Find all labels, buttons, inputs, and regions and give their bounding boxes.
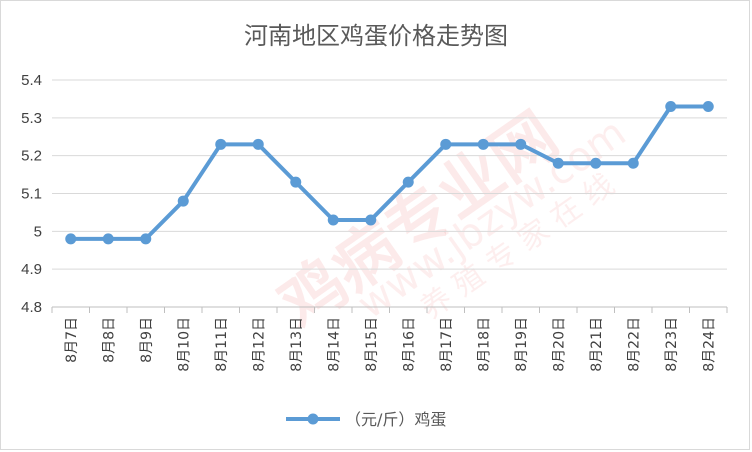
x-tick-label: 8月23日 [664,317,680,372]
data-point [215,138,227,150]
x-tick-label: 8月19日 [514,317,530,372]
data-point [402,176,414,188]
data-point [627,157,639,169]
y-tick-label: 4.9 [21,261,42,278]
data-point [252,138,264,150]
x-tick-label: 8月21日 [589,317,605,372]
data-point [477,138,489,150]
data-point [590,157,602,169]
data-point [327,214,339,226]
x-tick-label: 8月10日 [176,317,192,372]
x-tick-label: 8月15日 [364,317,380,372]
y-tick-label: 5.2 [21,148,42,165]
x-tick-label: 8月11日 [214,317,230,372]
x-axis: 8月7日 8月8日 8月9日 8月10日 8月11日 8月12日 8月13日 8月14日 8月1… [51,306,728,372]
chart-title: 河南地区鸡蛋价格走势图 [244,22,508,50]
x-tick-label: 8月22日 [626,317,642,372]
x-tick-label: 8月7日 [64,317,80,363]
x-tick-label: 8月18日 [476,317,492,372]
x-tick-label: 8月20日 [551,317,567,372]
data-point [702,100,714,112]
watermark: 鸡病专业网 www.jbzyw.com 养 殖 专 家 在 线 [267,99,634,343]
data-point [440,138,452,150]
legend-label: （元/斤）鸡蛋 [345,410,446,429]
data-point [65,233,77,245]
data-point [365,214,377,226]
y-axis: 4.8 4.9 5 5.1 5.2 5.3 5.4 [21,72,42,316]
x-tick-label: 8月24日 [701,317,717,372]
data-point [515,138,527,150]
x-tick-label: 8月8日 [101,317,117,363]
x-tick-label: 8月16日 [401,317,417,372]
y-tick-label: 5.3 [21,110,42,127]
series-line [68,104,711,241]
y-tick-label: 4.8 [21,299,42,316]
legend-marker [307,413,319,425]
y-tick-label: 5.1 [21,186,42,203]
data-point [102,233,114,245]
x-tick-label: 8月13日 [289,317,305,372]
x-tick-label: 8月12日 [251,317,267,372]
series-group [65,100,714,245]
data-point [140,233,152,245]
y-tick-label: 5.4 [21,72,42,89]
legend: （元/斤）鸡蛋 [286,410,446,429]
x-tick-label: 8月17日 [439,317,455,372]
data-point [177,195,189,207]
data-point [552,157,564,169]
data-point [290,176,302,188]
x-tick-label: 8月9日 [139,317,155,363]
data-point [665,100,677,112]
y-tick-label: 5 [34,223,42,240]
x-tick-label: 8月14日 [326,317,342,372]
